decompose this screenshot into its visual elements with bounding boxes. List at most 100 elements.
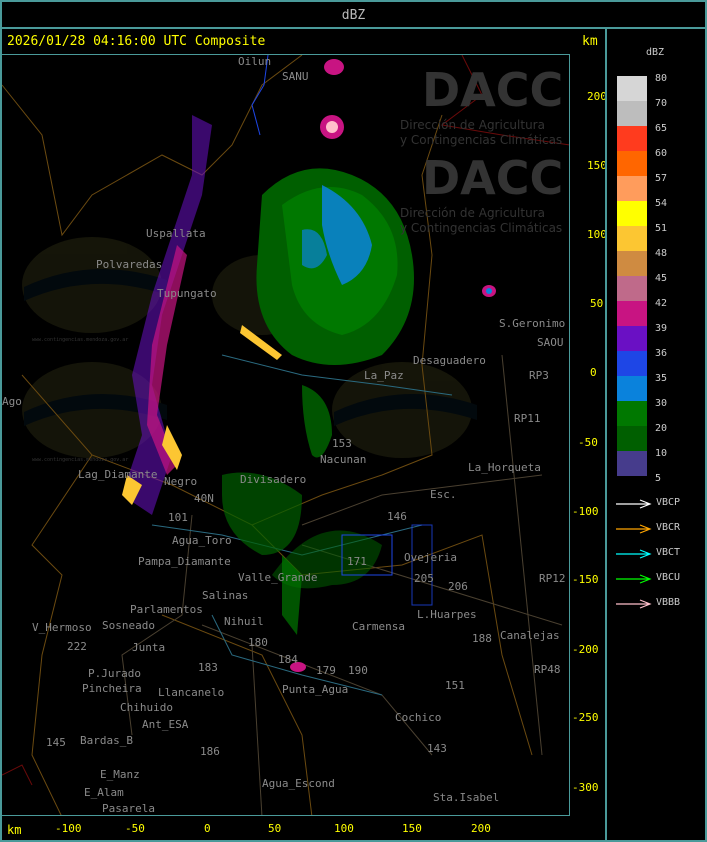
legend-value: 51 [655, 223, 668, 234]
place-label: E_Manz [100, 768, 140, 781]
legend-value: 39 [655, 323, 668, 334]
place-label: L.Huarpes [417, 608, 477, 621]
radar-arrow-icon [616, 574, 652, 584]
x-tick-label: 150 [402, 822, 422, 835]
place-label: Esc. [430, 488, 457, 501]
route-label: 143 [427, 742, 447, 755]
watermark-url: www.contingencias.mendoza.gov.ar [32, 337, 129, 343]
y-tick-label: -250 [572, 711, 599, 724]
place-label: Agua_Toro [172, 534, 232, 547]
x-unit-label: km [7, 823, 22, 837]
legend-value: 30 [655, 398, 668, 409]
place-label: S.Geronimo [499, 317, 566, 330]
place-label: Junta [132, 641, 166, 654]
place-label: Punta_Agua [282, 683, 349, 696]
x-tick-label: 100 [334, 822, 354, 835]
legend-value: 10 [655, 448, 668, 459]
legend-swatch [617, 176, 647, 201]
y-unit-label: km [582, 34, 598, 49]
legend-swatch [617, 226, 647, 251]
route-label: 188 [472, 632, 492, 645]
place-label: Pasarela [102, 802, 155, 815]
place-label: Pincheira [82, 682, 142, 695]
legend-value: 20 [655, 423, 668, 434]
legend-value: 80 [655, 73, 668, 84]
legend-title: dBZ [646, 47, 665, 58]
route-label: 145 [46, 736, 66, 749]
legend-value: 57 [655, 173, 668, 184]
x-tick-label: -100 [55, 822, 82, 835]
place-label: SANU [282, 70, 309, 83]
place-label: Ovejeria [404, 551, 457, 564]
route-label: 171 [347, 555, 367, 568]
country-border-south [2, 764, 33, 786]
legend-swatch [617, 76, 647, 101]
place-label: Tupungato [157, 287, 217, 300]
watermark-logo-text-2: DACC [422, 151, 564, 205]
place-label: Bardas_B [80, 734, 133, 747]
y-tick-label: -100 [572, 505, 599, 518]
y-tick-label: 50 [590, 297, 604, 310]
place-label: Llancanelo [158, 686, 225, 699]
y-tick-label: -300 [572, 781, 599, 794]
legend-value: 35 [655, 373, 668, 384]
legend-panel [605, 27, 707, 842]
place-label: Carmensa [352, 620, 405, 633]
x-tick-label: 200 [471, 822, 491, 835]
place-label: Sta.Isabel [433, 791, 500, 804]
route-label: 180 [248, 636, 268, 649]
watermark-line2: y Contingencias Climáticas [400, 133, 563, 147]
y-tick-label: -200 [572, 643, 599, 656]
header-title: dBZ [341, 8, 366, 23]
legend-value: 5 [655, 473, 662, 484]
place-label: V_Hermoso [32, 621, 92, 634]
route-label: 205 [414, 572, 434, 585]
route-label: 101 [168, 511, 188, 524]
place-label: Nacunan [320, 453, 367, 466]
legend-swatch [617, 251, 647, 276]
legend-swatch [617, 351, 647, 376]
y-tick-label: 150 [587, 159, 607, 172]
watermark-logo-text: DACC [422, 63, 564, 117]
x-tick-label: -50 [125, 822, 145, 835]
legend-value: 65 [655, 123, 668, 134]
place-label: Oilun [238, 55, 272, 68]
watermark-line1-2: Dirección de Agricultura [400, 206, 545, 220]
route-label: 183 [198, 661, 218, 674]
radar-arrow-icon [616, 524, 652, 534]
place-label: Canalejas [500, 629, 560, 642]
route-label: 40N [194, 492, 214, 505]
legend-value: 36 [655, 348, 668, 359]
place-label: Ago [2, 395, 22, 408]
legend-value: 42 [655, 298, 668, 309]
place-label: Chihuido [120, 701, 173, 714]
route-label: 184 [278, 653, 298, 666]
place-label: Valle_Grande [238, 571, 318, 584]
radar-arrow-icon [616, 499, 652, 509]
place-label: Uspallata [146, 227, 206, 240]
place-label: La_Paz [364, 369, 404, 382]
x-tick-label: 0 [204, 822, 211, 835]
radar-map[interactable]: DACC Dirección de Agricultura y Continge… [2, 54, 570, 816]
x-tick-label: 50 [268, 822, 282, 835]
place-label: Salinas [202, 589, 249, 602]
radar-name: VBCR [656, 522, 681, 533]
route-label: RP3 [529, 369, 549, 382]
radar-arrow-icon [616, 549, 652, 559]
legend-swatch [617, 401, 647, 426]
route-label: 179 [316, 664, 336, 677]
route-label: RP11 [514, 412, 541, 425]
map-canvas [2, 55, 569, 815]
legend-value: 45 [655, 273, 668, 284]
place-label: Divisadero [240, 473, 307, 486]
place-label: Desaguadero [413, 354, 486, 367]
route-label: 222 [67, 640, 87, 653]
header-bar: dBZ [0, 0, 707, 29]
timestamp-label: 2026/01/28 04:16:00 UTC Composite [7, 34, 266, 49]
legend-swatch [617, 201, 647, 226]
legend-value: 70 [655, 98, 668, 109]
place-label: P.Jurado [88, 667, 141, 680]
watermark-line1: Dirección de Agricultura [400, 118, 545, 132]
radar-name: VBCT [656, 547, 681, 558]
watermark-url-2: www.contingencias.mendoza.gov.ar [32, 457, 129, 463]
